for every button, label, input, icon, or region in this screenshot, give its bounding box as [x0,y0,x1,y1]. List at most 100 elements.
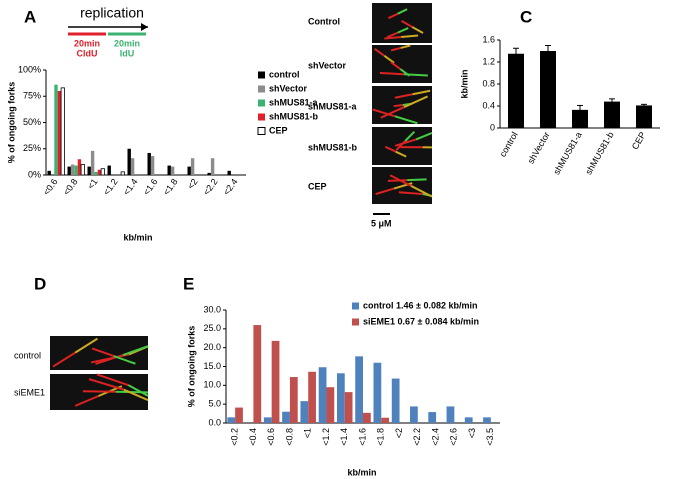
bar [120,171,125,176]
fiber [380,106,405,119]
x-tick-label: <1.6 [141,177,159,197]
bar [446,406,455,423]
x-tick-label: <2.4 [221,177,239,197]
y-tick-label: 75% [23,91,41,101]
x-axis-label: kb/min [123,232,152,242]
bar [263,417,272,423]
legend-swatch [352,318,359,326]
fiber [411,26,424,34]
x-tick-label: shMUS81-a [551,130,583,176]
bar [74,165,78,175]
arrow-head [141,23,148,31]
fiber [412,89,431,96]
y-tick-label: 100% [18,64,41,74]
legend-label: shVector [269,83,308,93]
bar [636,105,652,128]
x-tick-label: <3.5 [485,428,495,446]
fiber [375,187,395,195]
bar [428,412,437,423]
micrograph [372,127,432,165]
fiber [394,93,413,99]
x-tick-label: <2.2 [412,428,422,446]
image-label: shMUS81-b [308,142,358,152]
bar [572,109,588,128]
y-tick-label: 10.0 [203,380,221,390]
cldu-label: 20min [74,38,100,48]
bar [289,377,298,423]
x-tick-label: CEP [630,130,648,151]
legend-swatch [258,113,265,121]
fiber [388,12,399,20]
fiber [400,44,411,49]
bar [540,51,556,128]
bar [508,53,524,128]
x-tick-label: <1.2 [321,428,331,446]
image-label: control [14,350,41,360]
micrograph [372,45,432,83]
bar [90,150,95,175]
fiber [395,150,407,158]
fiber [127,384,149,397]
panel-label: C [520,7,532,26]
fiber [397,27,409,34]
bar [100,168,105,176]
bar [107,165,111,175]
fiber [113,355,136,365]
fiber [384,36,402,40]
x-tick-label: control [498,130,520,158]
fiber [398,191,423,196]
bar [167,165,171,175]
x-tick-label: <1.8 [376,428,386,446]
bar [235,407,243,423]
bar [604,101,620,128]
bar [381,417,390,423]
bar [60,87,65,176]
bar [391,378,400,423]
fiber [403,95,428,109]
fiber [122,345,149,356]
bar [336,373,345,423]
fiber [404,131,416,142]
x-tick-label: <2.4 [430,428,440,446]
fiber [403,73,428,77]
y-tick-label: 1.2 [482,56,495,66]
legend-label: control 1.46 ± 0.082 kb/min [363,300,477,310]
y-tick-label: 50% [23,117,41,127]
y-tick-label: 25.0 [203,323,221,333]
replication-title: replication [80,5,144,21]
panel-label: A [24,7,36,26]
scale-label: 5 μM [371,218,392,228]
bar [190,158,195,175]
fiber [415,132,433,141]
bar [130,158,135,175]
bar [94,171,98,175]
legend-swatch [258,71,265,79]
fiber [386,31,399,39]
fiber [123,388,149,402]
fiber [407,178,427,182]
idu-label: IdU [120,48,135,58]
panel-label: E [183,274,194,293]
x-tick-label: shVector [526,130,552,165]
x-tick-label: <0.4 [248,428,258,446]
bar [187,166,191,175]
x-tick-label: shMUS81-b [583,130,615,176]
fiber [397,8,408,15]
bar [87,166,91,175]
fiber [384,145,397,153]
fiber [410,185,433,198]
bar [80,164,85,176]
bar [97,169,102,175]
legend-label: shMUS81-a [269,97,319,107]
y-tick-label: 0.8 [482,78,495,88]
fiber [387,179,408,182]
bar [210,158,215,175]
fiber [374,47,385,57]
legend-label: siEME1 0.67 ± 0.084 kb/min [363,316,479,326]
bar [70,164,75,175]
legend-label: shMUS81-b [269,111,319,121]
image-label: shMUS81-a [308,101,358,111]
fiber [82,390,116,393]
fiber [95,354,124,365]
